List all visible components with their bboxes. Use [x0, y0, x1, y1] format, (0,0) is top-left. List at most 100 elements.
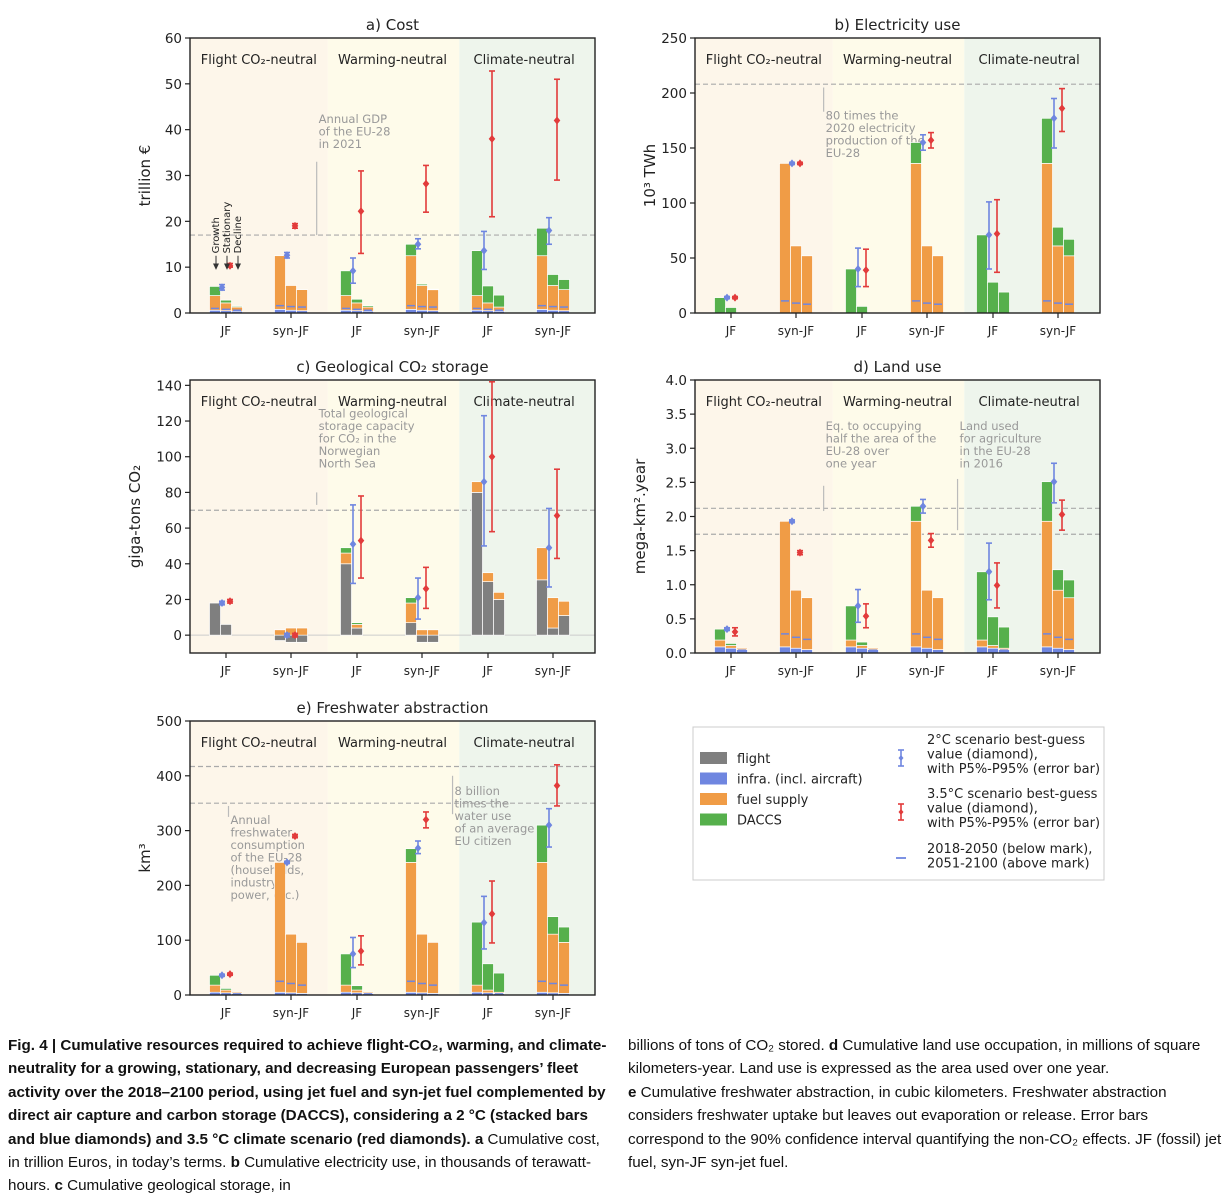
- bar-fuel: [340, 552, 352, 565]
- x-tick-label: syn-JF: [273, 324, 309, 338]
- bar-flight: [405, 622, 417, 636]
- legend-red-diamond: [898, 809, 904, 815]
- y-axis-label: mega-km².year: [631, 458, 649, 574]
- bar-daccs: [536, 227, 548, 257]
- x-tick-label: JF: [987, 664, 999, 678]
- legend-dash-text: 2018-2050 (below mark),: [927, 842, 1092, 857]
- x-tick-label: JF: [482, 1006, 494, 1020]
- y-tick-label: 100: [156, 933, 182, 949]
- bar-daccs: [405, 597, 417, 604]
- scenario-title: Climate-neutral: [474, 736, 575, 751]
- y-tick-label: 100: [661, 196, 687, 212]
- caption-e-label: e: [628, 1083, 641, 1101]
- bar-daccs: [405, 243, 417, 257]
- caption-bold-text: Cumulative resources required to achieve…: [8, 1037, 607, 1148]
- bar-daccs: [1041, 481, 1053, 522]
- x-tick-label: JF: [482, 324, 494, 338]
- y-axis-label: 10³ TWh: [641, 144, 659, 207]
- growth-label: Stationary: [222, 202, 233, 254]
- bar-daccs: [362, 305, 374, 308]
- bar-daccs: [209, 286, 221, 296]
- blue-diamond: [283, 251, 291, 260]
- red-diamond: [357, 207, 365, 216]
- y-tick-label: 3.0: [666, 441, 687, 457]
- y-axis-label: km³: [136, 843, 154, 872]
- bar-fuel: [405, 862, 417, 993]
- bar-fuel: [220, 989, 232, 994]
- red-diamond: [553, 511, 561, 520]
- bar-infra: [910, 646, 922, 654]
- scenario-title: Warming-neutral: [843, 395, 952, 410]
- axes-frame: [189, 379, 596, 654]
- scenario-title: Climate-neutral: [979, 53, 1080, 68]
- red-diamond: [1058, 510, 1066, 519]
- bar-fuel: [351, 624, 363, 629]
- bar-daccs: [1052, 226, 1064, 247]
- bar-daccs: [231, 305, 243, 308]
- bar-daccs: [340, 953, 352, 986]
- bar-fuel: [274, 255, 286, 310]
- red-diamond: [796, 548, 804, 557]
- annotation-text: in the EU-28: [960, 444, 1031, 458]
- bar-fuel: [921, 589, 933, 649]
- bar-flight: [351, 627, 363, 636]
- bar-fuel: [405, 255, 417, 310]
- y-axis-label: trillion €: [136, 145, 154, 207]
- bar-fuel: [274, 862, 286, 993]
- scenario-title: Warming-neutral: [338, 53, 447, 68]
- annotation-text: water use: [455, 809, 512, 823]
- caption-c-text-continued: billions of tons of CO₂ stored.: [628, 1037, 829, 1054]
- bar-daccs: [482, 963, 494, 991]
- annotation-text: storage capacity: [319, 419, 415, 433]
- x-tick-label: syn-JF: [535, 324, 571, 338]
- bar-flight: [274, 634, 286, 641]
- y-tick-label: 200: [156, 878, 182, 894]
- red-diamond: [422, 584, 430, 593]
- bar-fuel: [351, 989, 363, 994]
- caption-a-text: Cumulative cost, in trillion Euros, in t…: [8, 1130, 600, 1172]
- bar-daccs: [351, 622, 363, 625]
- red-diamond: [927, 136, 935, 145]
- scenario-title: Warming-neutral: [843, 53, 952, 68]
- y-tick-label: 40: [165, 123, 182, 139]
- annotation-text: Total geological: [318, 406, 408, 420]
- scenario-band: [327, 38, 460, 313]
- legend-label: DACCS: [737, 814, 782, 829]
- annotation-text: 80 times the: [826, 108, 899, 122]
- annotation-text: for agriculture: [960, 431, 1042, 445]
- bar-daccs: [976, 234, 988, 314]
- caption-left: Fig. 4 | Cumulative resources required t…: [8, 1034, 608, 1198]
- bar-fuel: [1041, 163, 1053, 314]
- y-tick-label: 0.5: [666, 612, 687, 628]
- bar-fuel: [274, 629, 286, 636]
- bar-fuel: [536, 547, 548, 581]
- scenario-title: Flight CO₂-neutral: [706, 395, 822, 410]
- bar-fuel: [1052, 589, 1064, 649]
- red-diamond: [226, 970, 234, 979]
- red-diamond: [291, 221, 299, 230]
- bar-fuel: [910, 520, 922, 648]
- bar-fuel: [725, 645, 737, 649]
- bar-daccs: [209, 974, 221, 986]
- x-tick-label: JF: [220, 324, 232, 338]
- bar-daccs: [910, 142, 922, 164]
- y-tick-label: 150: [661, 141, 687, 157]
- bar-daccs: [220, 299, 232, 304]
- y-tick-label: 80: [165, 485, 182, 501]
- y-tick-label: 60: [165, 31, 182, 47]
- x-tick-label: JF: [351, 1006, 363, 1020]
- red-diamond: [291, 631, 299, 640]
- chart-title: d) Land use: [853, 358, 941, 376]
- caption-a-label: a: [470, 1130, 488, 1148]
- red-diamond: [993, 229, 1001, 238]
- annotation-text: North Sea: [319, 456, 376, 470]
- red-diamond: [291, 832, 299, 841]
- bar-flight: [340, 563, 352, 636]
- y-tick-label: 100: [156, 450, 182, 466]
- x-tick-label: JF: [856, 664, 868, 678]
- bar-flight: [220, 624, 232, 636]
